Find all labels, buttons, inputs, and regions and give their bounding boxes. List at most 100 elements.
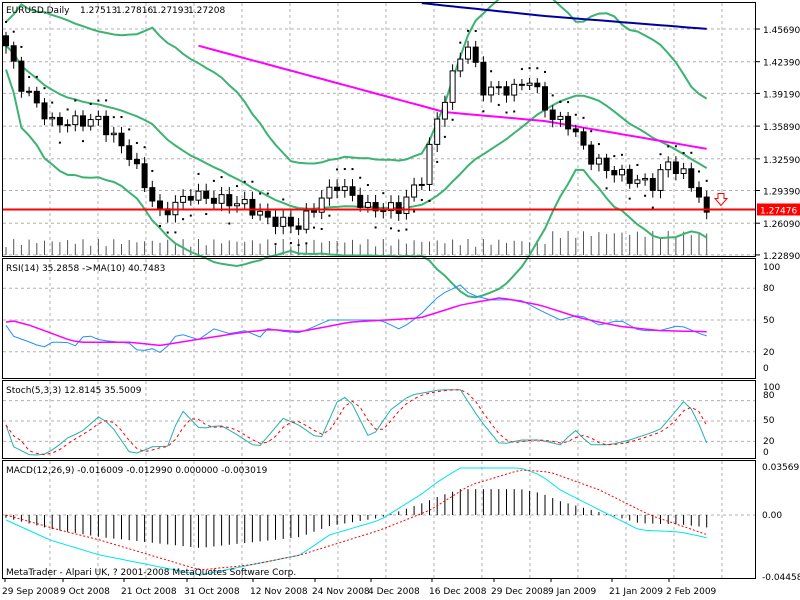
candlestick[interactable] bbox=[372, 194, 379, 218]
candlestick[interactable] bbox=[472, 40, 479, 68]
sell-arrow-icon[interactable] bbox=[713, 192, 729, 207]
candlestick[interactable] bbox=[264, 203, 271, 225]
candlestick[interactable] bbox=[95, 110, 102, 126]
candlestick[interactable] bbox=[49, 112, 56, 127]
candlestick[interactable] bbox=[195, 183, 202, 205]
rsi-tick-label: 0 bbox=[763, 364, 769, 374]
candlestick[interactable] bbox=[72, 110, 79, 132]
candlestick[interactable] bbox=[203, 183, 210, 205]
parabolic-sar-dot bbox=[536, 67, 539, 70]
candlestick[interactable] bbox=[303, 203, 310, 234]
candlestick[interactable] bbox=[703, 190, 710, 220]
candlestick[interactable] bbox=[572, 124, 579, 137]
candlestick[interactable] bbox=[280, 209, 287, 235]
candlestick[interactable] bbox=[187, 189, 194, 206]
candlestick[interactable] bbox=[434, 112, 441, 152]
candlestick[interactable] bbox=[33, 86, 40, 108]
candlestick[interactable] bbox=[526, 77, 533, 91]
candlestick[interactable] bbox=[595, 153, 602, 172]
candlestick[interactable] bbox=[218, 187, 225, 212]
candle-body bbox=[465, 46, 471, 60]
candlestick[interactable] bbox=[118, 126, 125, 154]
candlestick[interactable] bbox=[688, 162, 695, 192]
candlestick[interactable] bbox=[103, 110, 110, 143]
candlestick[interactable] bbox=[133, 152, 140, 170]
candlestick[interactable] bbox=[26, 86, 33, 97]
candlestick[interactable] bbox=[334, 179, 341, 199]
candlestick[interactable] bbox=[341, 178, 348, 198]
candle-body bbox=[195, 190, 202, 201]
candlestick[interactable] bbox=[642, 173, 649, 186]
candlestick[interactable] bbox=[696, 181, 702, 203]
macd-panel[interactable] bbox=[5, 467, 708, 576]
candlestick[interactable] bbox=[10, 41, 17, 69]
candlestick[interactable] bbox=[141, 157, 148, 192]
current-price-badge bbox=[757, 203, 800, 216]
candlestick[interactable] bbox=[449, 64, 456, 110]
candlestick[interactable] bbox=[503, 81, 510, 103]
candlestick[interactable] bbox=[41, 98, 48, 126]
candlestick[interactable] bbox=[426, 137, 433, 192]
candlestick[interactable] bbox=[534, 78, 541, 93]
candlestick[interactable] bbox=[380, 203, 387, 219]
candlestick[interactable] bbox=[465, 40, 471, 64]
candlestick[interactable] bbox=[241, 191, 248, 210]
candlestick[interactable] bbox=[649, 173, 656, 198]
price-tick-label: 1.39190 bbox=[763, 90, 800, 100]
candlestick[interactable] bbox=[357, 187, 364, 212]
candlestick[interactable] bbox=[495, 80, 502, 96]
candlestick[interactable] bbox=[680, 162, 687, 180]
candlestick[interactable] bbox=[457, 52, 464, 78]
candlestick[interactable] bbox=[549, 105, 556, 128]
candlestick[interactable] bbox=[619, 164, 625, 182]
candlestick[interactable] bbox=[488, 81, 495, 103]
candlestick[interactable] bbox=[672, 156, 679, 181]
candlestick[interactable] bbox=[665, 156, 672, 178]
candlestick[interactable] bbox=[164, 201, 171, 223]
stochastic-panel[interactable] bbox=[5, 389, 708, 456]
candlestick[interactable] bbox=[441, 95, 448, 127]
candlestick[interactable] bbox=[80, 110, 86, 132]
candlestick[interactable] bbox=[180, 189, 187, 210]
price-panel[interactable] bbox=[3, 0, 755, 299]
candlestick[interactable] bbox=[126, 139, 133, 167]
candlestick[interactable] bbox=[411, 177, 418, 202]
candlestick[interactable] bbox=[110, 127, 117, 143]
candlestick[interactable] bbox=[87, 113, 94, 131]
candlestick[interactable] bbox=[603, 153, 610, 179]
candlestick[interactable] bbox=[611, 166, 618, 183]
candlestick[interactable] bbox=[542, 81, 548, 118]
candlestick[interactable] bbox=[157, 194, 163, 217]
candlestick[interactable] bbox=[210, 190, 217, 211]
candlestick[interactable] bbox=[64, 119, 71, 133]
candlestick[interactable] bbox=[56, 112, 63, 133]
candle-body bbox=[87, 119, 94, 127]
candlestick[interactable] bbox=[588, 141, 595, 171]
candlestick[interactable] bbox=[272, 209, 279, 235]
candlestick[interactable] bbox=[418, 177, 425, 191]
candlestick[interactable] bbox=[149, 180, 156, 207]
candlestick[interactable] bbox=[18, 56, 25, 98]
candlestick[interactable] bbox=[511, 78, 518, 102]
candlestick[interactable] bbox=[634, 174, 641, 188]
candlestick[interactable] bbox=[565, 112, 572, 136]
candlestick[interactable] bbox=[3, 31, 9, 54]
candlestick[interactable] bbox=[403, 189, 410, 220]
candlestick[interactable] bbox=[388, 195, 394, 219]
candlestick[interactable] bbox=[326, 179, 333, 206]
candlestick[interactable] bbox=[249, 191, 256, 220]
candlestick[interactable] bbox=[518, 78, 525, 91]
candlestick[interactable] bbox=[480, 56, 487, 102]
candlestick[interactable] bbox=[557, 111, 564, 128]
candlestick[interactable] bbox=[318, 190, 325, 220]
candlestick[interactable] bbox=[657, 164, 664, 199]
candlestick[interactable] bbox=[257, 203, 264, 221]
candlestick[interactable] bbox=[295, 218, 302, 236]
candlestick[interactable] bbox=[580, 127, 587, 150]
candlestick[interactable] bbox=[395, 195, 402, 221]
rsi-panel[interactable] bbox=[5, 284, 707, 353]
candlestick[interactable] bbox=[287, 209, 294, 234]
candlestick[interactable] bbox=[626, 164, 633, 189]
candlestick[interactable] bbox=[349, 178, 356, 202]
